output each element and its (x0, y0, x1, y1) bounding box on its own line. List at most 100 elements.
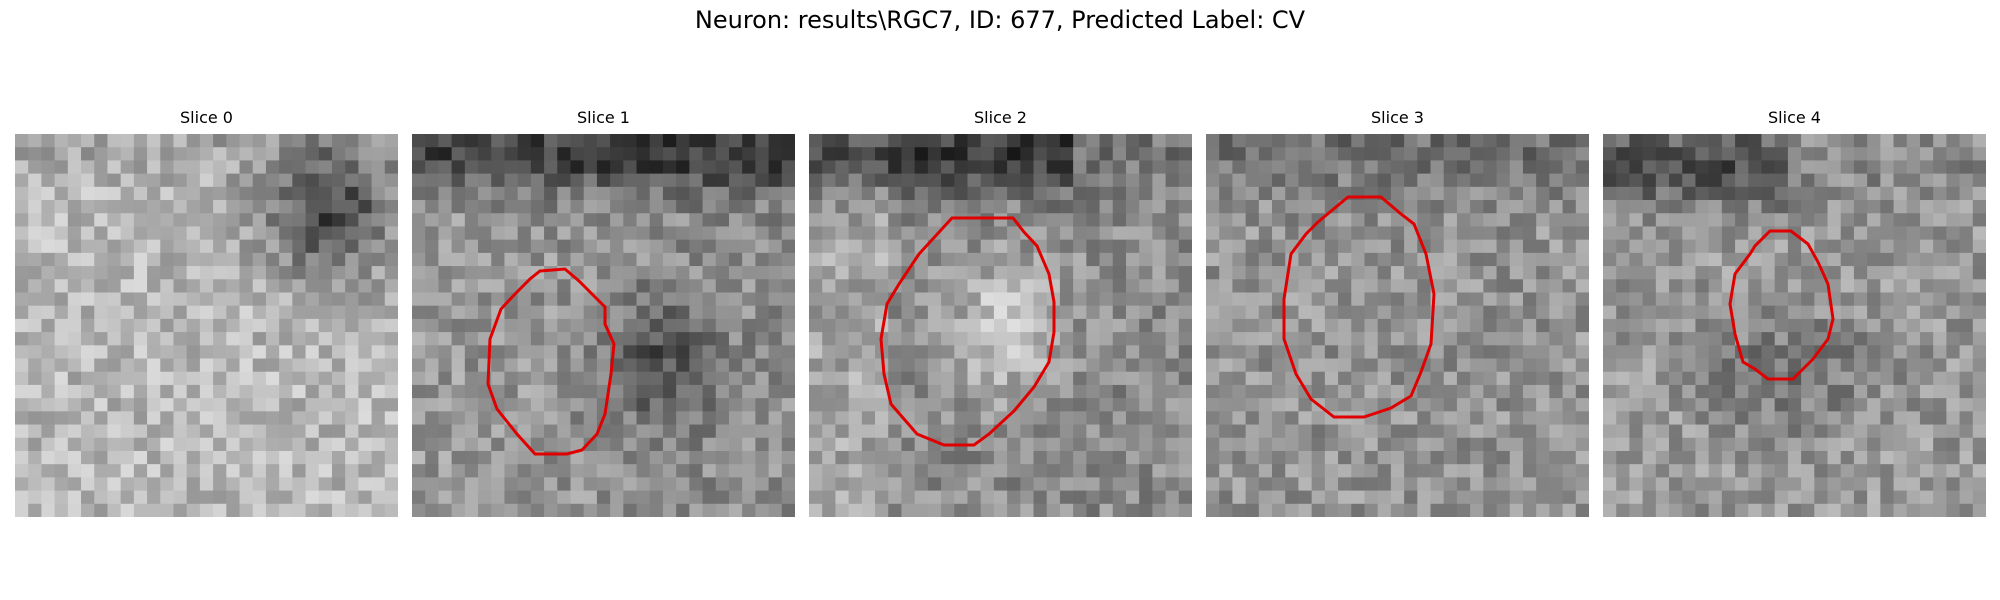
image-pixel (1219, 252, 1234, 267)
image-pixel (41, 239, 56, 254)
image-pixel (1206, 332, 1220, 346)
image-pixel (1443, 279, 1458, 294)
image-pixel (1020, 424, 1035, 439)
image-pixel (1669, 411, 1683, 426)
image-pixel (702, 437, 717, 452)
image-pixel (927, 371, 942, 386)
image-pixel (570, 464, 585, 478)
image-pixel (358, 134, 373, 148)
image-pixel (478, 305, 492, 320)
image-pixel (570, 477, 585, 492)
image-pixel (1522, 424, 1537, 439)
image-pixel (1682, 134, 1697, 148)
image-pixel (610, 477, 624, 492)
image-pixel (1298, 411, 1313, 426)
image-pixel (1801, 279, 1815, 294)
image-pixel (1562, 239, 1577, 254)
image-pixel (517, 239, 532, 254)
image-pixel (1972, 318, 1986, 333)
image-pixel (239, 345, 254, 360)
slice-title-3: Slice 3 (1371, 108, 1424, 127)
image-pixel (1853, 252, 1868, 267)
image-pixel (1867, 424, 1881, 439)
image-pixel (1603, 503, 1617, 517)
image-pixel (1629, 147, 1644, 162)
image-pixel (186, 147, 201, 162)
image-pixel (464, 279, 479, 294)
image-pixel (1219, 503, 1234, 517)
image-pixel (1206, 213, 1220, 228)
image-pixel (1735, 186, 1749, 201)
image-pixel (1099, 305, 1114, 320)
image-pixel (412, 450, 426, 465)
image-pixel (1033, 384, 1048, 399)
image-pixel (1972, 358, 1986, 373)
image-pixel (702, 173, 717, 188)
image-pixel (504, 332, 519, 346)
image-pixel (768, 384, 783, 399)
image-pixel (941, 332, 955, 346)
image-pixel (1020, 160, 1035, 175)
image-pixel (1059, 424, 1074, 439)
image-pixel (451, 186, 466, 201)
image-pixel (425, 490, 440, 505)
image-pixel (941, 384, 955, 399)
image-pixel (993, 305, 1008, 320)
image-pixel (358, 266, 373, 280)
image-pixel (173, 398, 188, 412)
image-pixel (1814, 503, 1829, 517)
image-pixel (1059, 305, 1074, 320)
image-pixel (358, 358, 373, 373)
image-pixel (636, 134, 651, 148)
image-pixel (1483, 424, 1498, 439)
image-pixel (649, 292, 664, 307)
image-pixel (226, 450, 241, 465)
image-pixel (1867, 371, 1881, 386)
image-pixel (292, 332, 307, 346)
image-pixel (530, 490, 545, 505)
image-pixel (1827, 266, 1842, 280)
image-pixel (1165, 490, 1180, 505)
image-pixel (1258, 279, 1273, 294)
image-pixel (742, 332, 756, 346)
image-pixel (54, 345, 69, 360)
image-pixel (28, 384, 43, 399)
image-pixel (15, 332, 29, 346)
image-pixel (967, 134, 982, 148)
image-pixel (1695, 503, 1710, 517)
image-pixel (768, 160, 783, 175)
image-pixel (1112, 332, 1127, 346)
image-pixel (94, 134, 109, 148)
image-pixel (1827, 200, 1842, 214)
image-pixel (914, 398, 929, 412)
image-pixel (967, 345, 982, 360)
image-pixel (781, 464, 795, 478)
image-pixel (1735, 147, 1749, 162)
image-pixel (689, 398, 704, 412)
image-pixel (54, 358, 69, 373)
image-pixel (1655, 345, 1670, 360)
image-pixel (1629, 332, 1644, 346)
image-pixel (1338, 398, 1352, 412)
image-pixel (1073, 318, 1087, 333)
image-pixel (1033, 134, 1048, 148)
image-pixel (1059, 503, 1074, 517)
image-pixel (941, 398, 955, 412)
image-pixel (636, 266, 651, 280)
image-pixel (94, 226, 109, 241)
image-pixel (28, 437, 43, 452)
image-pixel (941, 450, 955, 465)
image-pixel (1655, 160, 1670, 175)
image-pixel (1258, 384, 1273, 399)
image-pixel (41, 358, 56, 373)
image-pixel (1232, 318, 1247, 333)
image-pixel (809, 186, 823, 201)
image-pixel (914, 490, 929, 505)
image-pixel (1509, 239, 1524, 254)
image-pixel (1059, 160, 1074, 175)
image-pixel (570, 437, 585, 452)
image-pixel (689, 437, 704, 452)
image-pixel (1377, 424, 1392, 439)
image-pixel (1496, 345, 1511, 360)
image-pixel (728, 332, 743, 346)
